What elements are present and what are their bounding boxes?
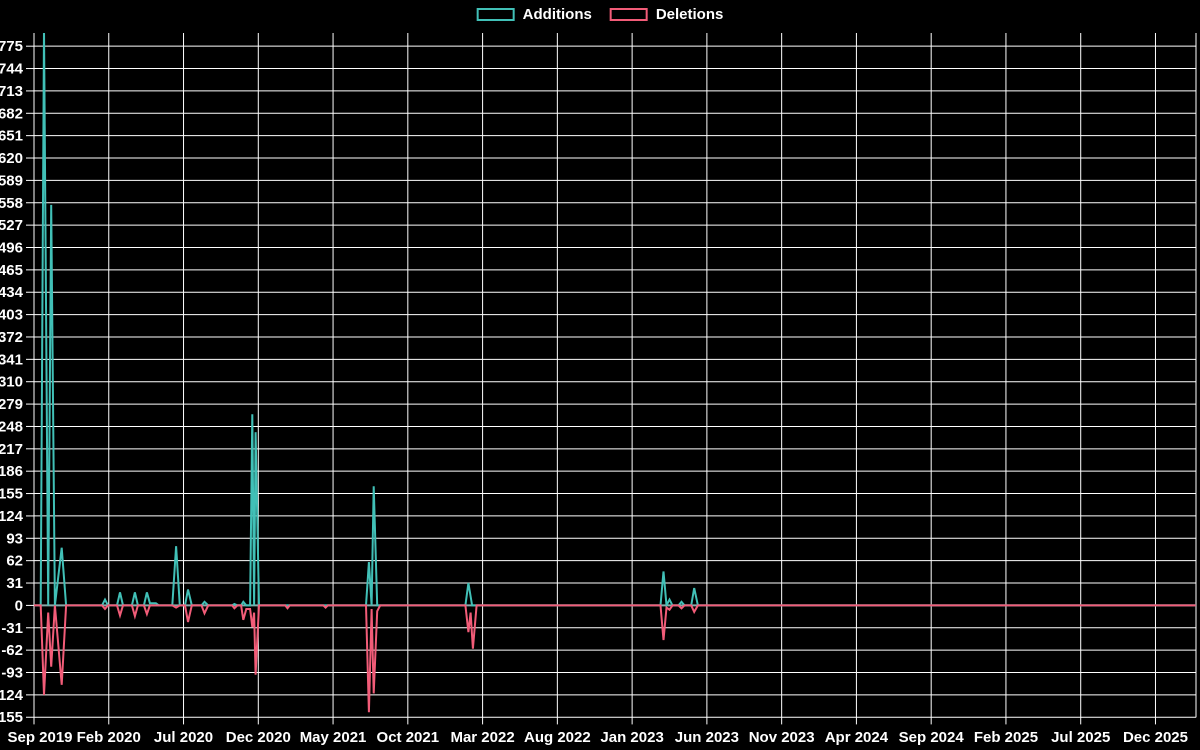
svg-text:341: 341 [0,351,23,368]
deletions-line [34,604,1196,713]
svg-text:Jul 2020: Jul 2020 [154,729,213,746]
svg-text:465: 465 [0,262,23,279]
svg-text:Sep 2019: Sep 2019 [7,729,72,746]
svg-text:620: 620 [0,150,23,167]
svg-text:Aug 2022: Aug 2022 [524,729,591,746]
svg-text:372: 372 [0,329,23,346]
svg-text:31: 31 [6,575,23,592]
legend-item-additions[interactable]: Additions [476,6,592,23]
svg-text:527: 527 [0,217,23,234]
svg-text:-31: -31 [1,620,23,637]
svg-text:Dec 2025: Dec 2025 [1123,729,1188,746]
svg-text:Mar 2022: Mar 2022 [450,729,514,746]
svg-text:93: 93 [6,530,23,547]
legend-label-deletions: Deletions [655,6,724,23]
svg-text:279: 279 [0,396,23,413]
svg-text:0: 0 [15,597,23,614]
svg-text:Dec 2020: Dec 2020 [226,729,291,746]
svg-text:Jan 2023: Jan 2023 [600,729,663,746]
svg-text:186: 186 [0,463,23,480]
legend-label-additions: Additions [522,6,592,23]
svg-text:-124: -124 [0,687,24,704]
svg-text:Nov 2023: Nov 2023 [749,729,815,746]
svg-text:217: 217 [0,441,23,458]
y-axis: 7757447136826516205895585274964654344033… [0,38,34,726]
svg-text:-93: -93 [1,665,23,682]
deletions-swatch-icon [609,8,648,21]
svg-text:155: 155 [0,486,23,503]
svg-text:May 2021: May 2021 [300,729,367,746]
svg-text:713: 713 [0,83,23,100]
gridlines [33,33,1197,718]
svg-text:775: 775 [0,38,23,55]
svg-text:403: 403 [0,307,23,324]
svg-text:Sep 2024: Sep 2024 [899,729,965,746]
svg-text:682: 682 [0,105,23,122]
svg-text:651: 651 [0,128,23,145]
svg-text:496: 496 [0,239,23,256]
x-axis: Sep 2019 Feb 2020 Jul 2020 Dec 2020 May 2021… [7,717,1188,746]
svg-text:Jul 2025: Jul 2025 [1051,729,1110,746]
svg-text:558: 558 [0,195,23,212]
svg-text:310: 310 [0,374,23,391]
svg-text:-155: -155 [0,709,23,726]
svg-text:Feb 2025: Feb 2025 [974,729,1038,746]
svg-text:434: 434 [0,284,24,301]
additions-line [34,33,1196,609]
svg-text:248: 248 [0,418,23,435]
svg-text:-62: -62 [1,642,23,659]
svg-text:589: 589 [0,172,23,189]
svg-text:124: 124 [0,508,24,525]
svg-text:744: 744 [0,61,24,78]
additions-swatch-icon [476,8,515,21]
chart-legend: Additions Deletions [476,6,724,23]
svg-text:Feb 2020: Feb 2020 [77,729,141,746]
svg-text:Oct 2021: Oct 2021 [377,729,440,746]
svg-text:62: 62 [6,553,23,570]
legend-item-deletions[interactable]: Deletions [609,6,724,23]
svg-text:Jun 2023: Jun 2023 [675,729,739,746]
svg-text:Apr 2024: Apr 2024 [825,729,889,746]
